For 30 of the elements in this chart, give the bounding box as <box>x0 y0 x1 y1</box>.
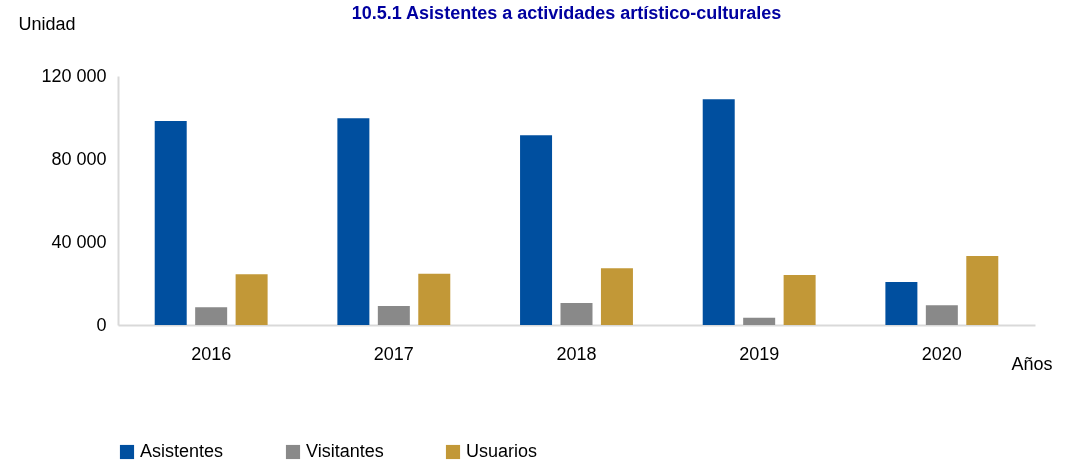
legend-label: Usuarios <box>466 441 538 461</box>
bar <box>154 121 187 325</box>
bar <box>195 307 228 325</box>
x-tick-label: 2016 <box>191 343 232 364</box>
bar <box>377 305 410 325</box>
bar <box>743 317 776 325</box>
x-tick-label: 2019 <box>739 343 780 364</box>
bar <box>702 99 735 325</box>
x-axis-title: Años <box>1011 353 1053 374</box>
x-tick-label: 2020 <box>921 343 962 364</box>
bar <box>966 255 999 325</box>
bar <box>783 274 816 325</box>
bar <box>560 303 593 325</box>
bar <box>337 118 370 325</box>
legend-label: Visitantes <box>306 441 384 461</box>
y-axis-title: Unidad <box>18 13 76 34</box>
bar <box>418 273 451 325</box>
x-tick-label: 2017 <box>373 343 414 364</box>
y-tick-label: 80 000 <box>51 148 107 169</box>
bar <box>885 282 918 325</box>
y-tick-label: 0 <box>96 314 107 335</box>
y-tick-label: 40 000 <box>51 231 107 252</box>
bar <box>600 268 633 325</box>
chart-title: 10.5.1 Asistentes a actividades artístico-culturales <box>351 3 782 23</box>
bar <box>520 135 553 325</box>
bar <box>235 274 268 325</box>
x-tick-label: 2018 <box>556 343 597 364</box>
y-tick-label: 120 000 <box>41 65 107 86</box>
legend-label: Asistentes <box>140 441 224 461</box>
bar <box>925 305 958 325</box>
